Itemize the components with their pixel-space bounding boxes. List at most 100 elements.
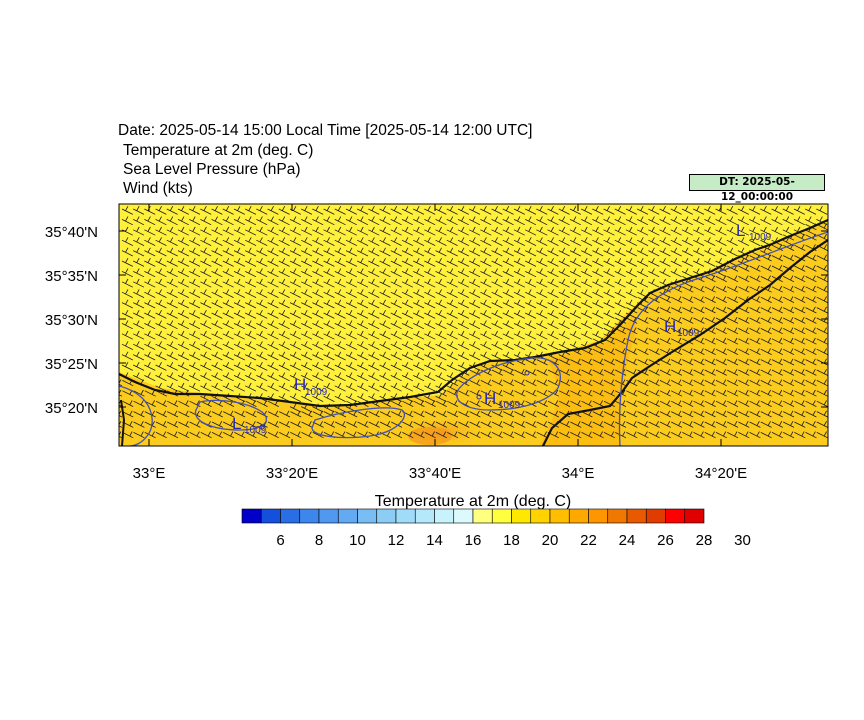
land-area — [119, 222, 828, 446]
wind-barb — [715, 247, 727, 257]
wind-barb — [222, 310, 234, 319]
longitude-labels: 33°E 33°20'E 33°40'E 34°E 34°20'E — [133, 465, 747, 482]
wind-barb — [391, 410, 403, 418]
wind-barb — [401, 382, 413, 392]
wind-barb — [637, 327, 649, 335]
wind-barb — [648, 258, 660, 267]
wind-barb — [727, 431, 739, 439]
wind-barb — [592, 206, 604, 215]
wind-barb — [345, 320, 357, 330]
wind-barb — [133, 320, 145, 330]
wind-barb — [704, 358, 716, 366]
wind-barb — [155, 330, 167, 340]
wind-barb — [177, 351, 189, 361]
wind-barb — [278, 310, 290, 319]
wind-barb — [200, 247, 212, 257]
wind-barb — [603, 237, 615, 246]
wind-barb — [401, 278, 413, 288]
wind-barb — [783, 275, 795, 283]
wind-barb — [659, 237, 671, 246]
wind-barb — [166, 372, 178, 382]
wind-barb — [357, 351, 369, 361]
wind-barb — [727, 379, 739, 387]
wind-barb — [390, 226, 402, 236]
wind-barb — [592, 379, 604, 387]
wind-barb — [122, 431, 134, 439]
wind-barb — [592, 278, 604, 288]
pressure-center-kind: H — [294, 375, 306, 394]
wind-barb — [558, 289, 570, 298]
wind-barb — [547, 258, 559, 267]
wind-barb — [222, 226, 234, 236]
wind-barb — [121, 206, 133, 215]
wind-barb — [435, 421, 447, 428]
wind-barb — [648, 206, 660, 215]
wind-barb — [267, 372, 279, 382]
wind-barb — [704, 258, 716, 267]
wind-barb — [435, 206, 447, 215]
wind-barb — [435, 258, 447, 267]
wind-barb — [749, 337, 761, 345]
wind-barb — [615, 348, 627, 355]
wind-barb — [458, 410, 470, 418]
wind-barb — [738, 410, 750, 418]
pressure-center-kind: L — [736, 221, 745, 240]
wind-barb — [513, 299, 525, 309]
colorbar-swatch — [434, 508, 455, 524]
wind-barb — [760, 400, 772, 407]
colorbar-title: Temperature at 2m (deg. C) — [375, 493, 572, 510]
wind-barb — [346, 421, 358, 428]
wind-barb — [502, 247, 514, 257]
wind-barb — [558, 351, 570, 361]
wind-barb — [727, 421, 739, 428]
wind-barb — [558, 310, 570, 319]
wind-barb — [726, 226, 738, 236]
wind-barb — [615, 421, 627, 428]
wind-barb — [200, 237, 212, 246]
wind-barb — [603, 358, 615, 366]
wind-barb — [581, 358, 593, 366]
wind-barb — [189, 268, 201, 278]
wind-barb — [491, 237, 503, 246]
colorbar-tick-label: 14 — [426, 532, 443, 549]
wind-barb — [805, 254, 817, 262]
wind-barb — [525, 341, 537, 350]
wind-barb — [569, 247, 581, 257]
colorbar-swatch — [299, 508, 320, 524]
wind-barb — [133, 226, 145, 236]
lon-label: 34°E — [562, 465, 595, 482]
wind-barb — [794, 410, 806, 418]
wind-barb — [289, 237, 301, 246]
wind-barb — [760, 206, 772, 215]
wind-barb — [424, 320, 436, 330]
wind-barb — [682, 400, 694, 407]
wind-barb — [424, 330, 436, 340]
wind-barb — [727, 348, 739, 355]
wind-barb — [547, 310, 559, 319]
wind-barb — [502, 216, 514, 226]
wind-barb — [704, 431, 716, 439]
wind-barb — [581, 348, 593, 355]
wind-barb — [446, 289, 458, 298]
wind-barb — [536, 431, 548, 439]
wind-barb — [222, 278, 234, 288]
wind-barb — [435, 410, 447, 418]
wind-barb — [558, 206, 570, 215]
wind-barb — [671, 400, 683, 407]
wind-barb — [211, 247, 223, 257]
wind-barb — [704, 389, 716, 397]
wind-barb — [749, 431, 761, 439]
wind-barb — [166, 330, 178, 340]
wind-barb — [793, 206, 805, 215]
wind-barb — [401, 330, 413, 340]
wind-barb — [233, 341, 245, 350]
wind-barb — [704, 285, 716, 293]
wind-barb — [289, 258, 301, 267]
colorbar-tick-label: 6 — [276, 532, 284, 549]
colorbar-swatch — [357, 508, 378, 524]
wind-barb — [626, 389, 638, 397]
wind-barb — [480, 389, 492, 397]
wind-barb — [334, 289, 346, 298]
wind-barb — [603, 320, 615, 330]
wind-barb — [592, 348, 604, 355]
